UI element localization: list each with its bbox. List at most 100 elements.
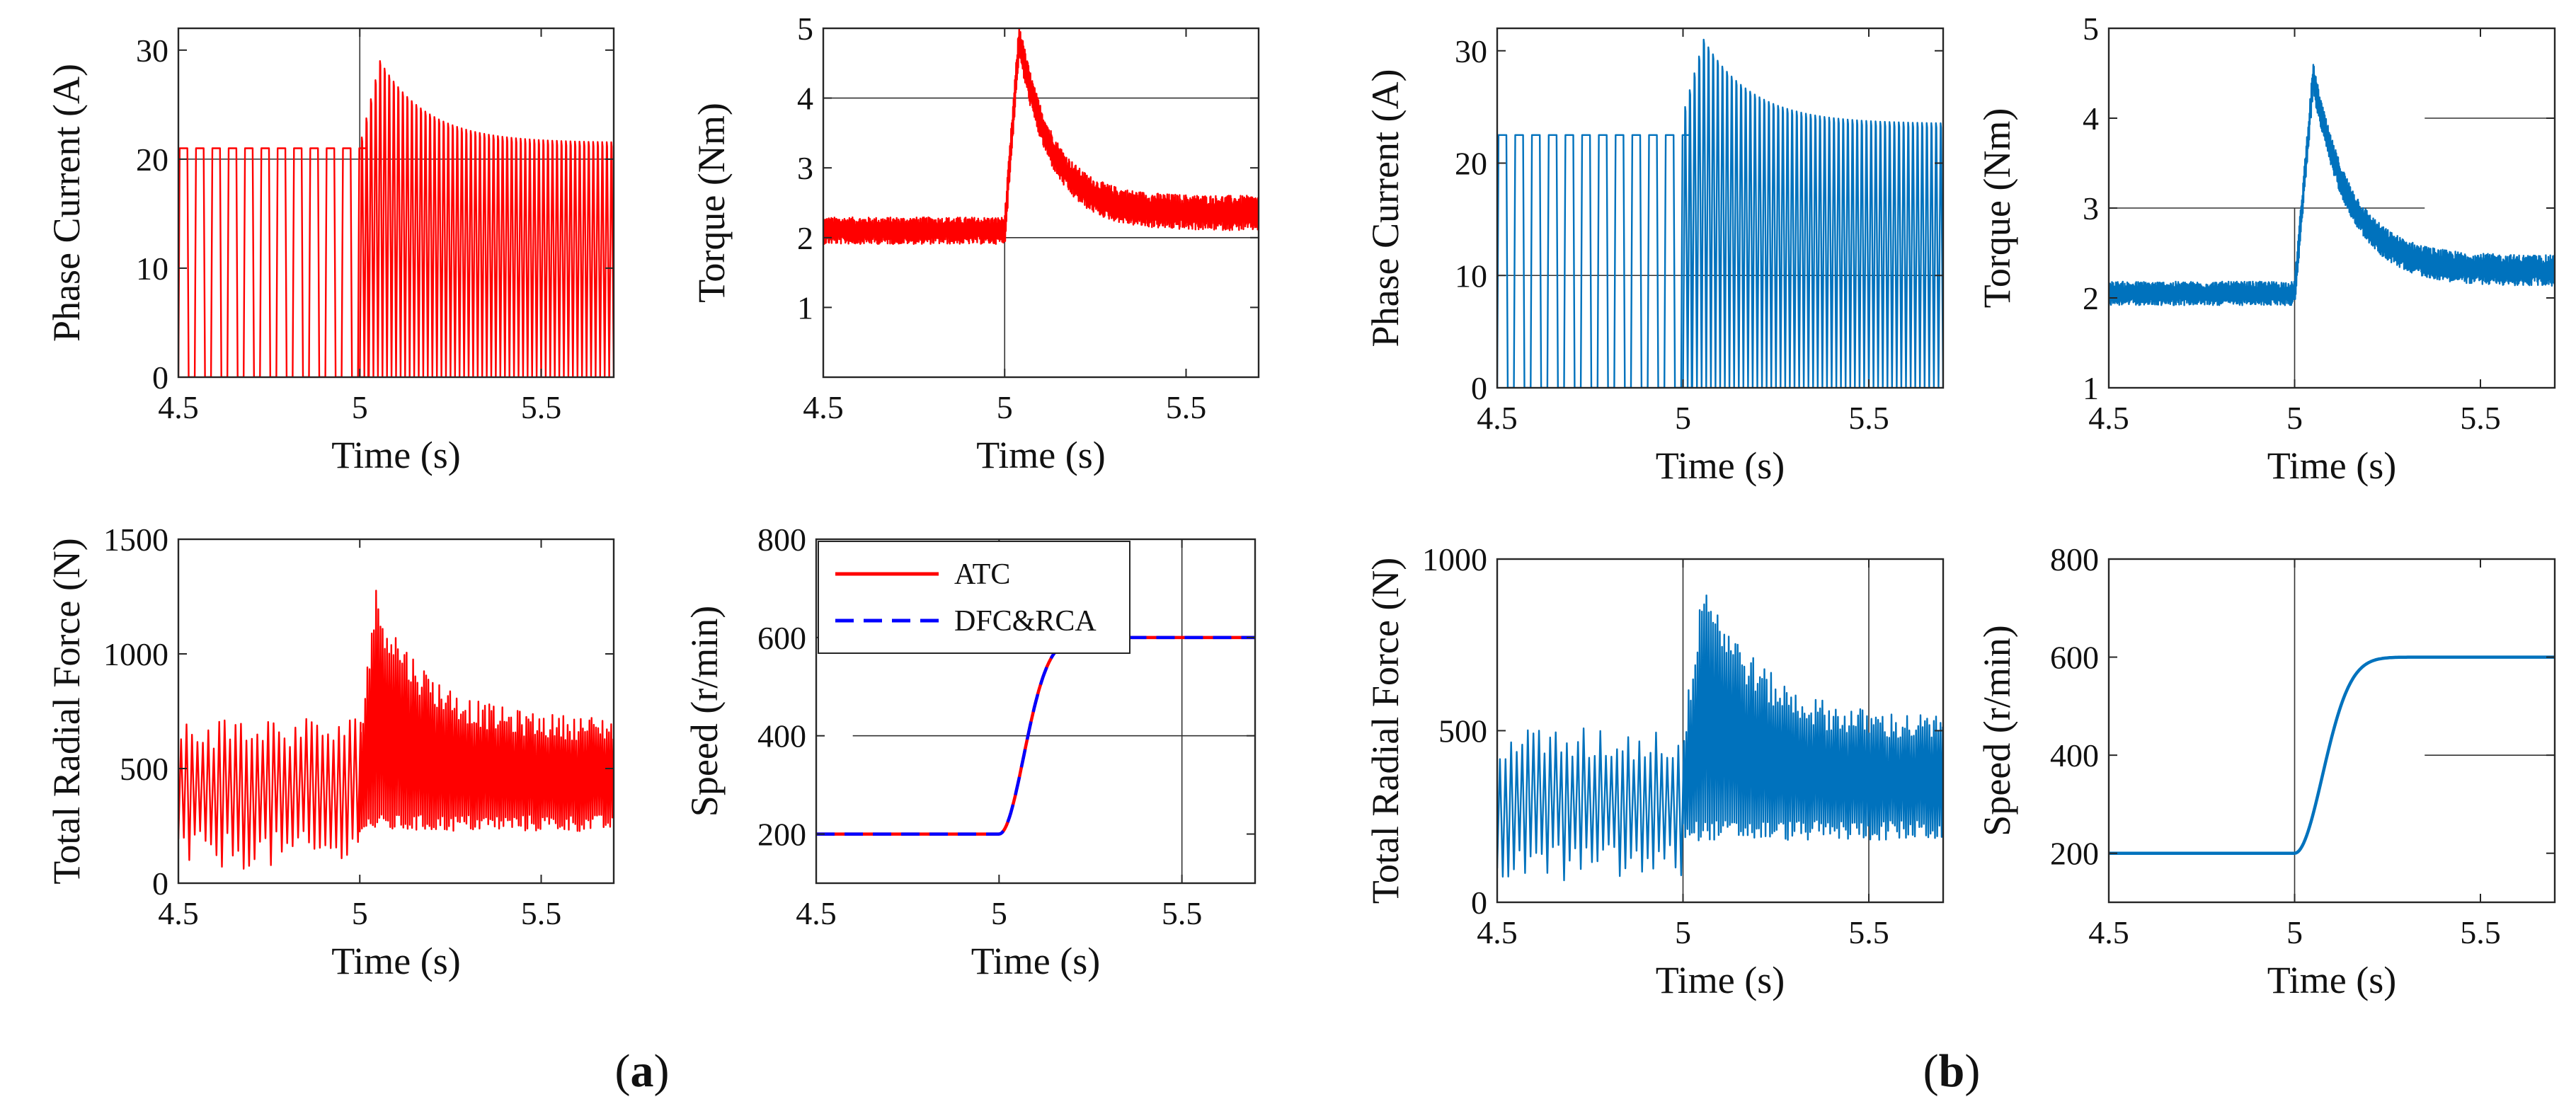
x-tick-label: 5.5 bbox=[1848, 914, 1889, 950]
x-tick-label: 5.5 bbox=[2460, 914, 2501, 950]
y-tick-label: 2 bbox=[797, 220, 813, 256]
y-tick-label: 0 bbox=[152, 865, 168, 902]
y-tick-label: 800 bbox=[757, 522, 806, 558]
x-tick-label: 5 bbox=[2286, 914, 2303, 950]
y-tick-label: 500 bbox=[1438, 713, 1487, 749]
chart-a-speed: 4.5 5 5.5 200 400 600 800 Time (s) Speed (r/min)… bbox=[683, 522, 1256, 982]
y-tick-label: 1500 bbox=[103, 522, 168, 558]
series-line-atc bbox=[823, 28, 1259, 245]
series-line-atc bbox=[178, 60, 614, 377]
x-tick-label: 5 bbox=[2286, 400, 2303, 436]
y-axis-label: Total Radial Force (N) bbox=[45, 538, 88, 885]
y-axis-label: Torque (Nm) bbox=[1976, 108, 2018, 309]
x-tick-label: 5 bbox=[1675, 400, 1691, 436]
x-tick-label: 4.5 bbox=[1477, 914, 1518, 950]
x-axis-label: Time (s) bbox=[2267, 444, 2397, 487]
y-tick-label: 0 bbox=[1471, 885, 1487, 921]
y-tick-label: 600 bbox=[757, 620, 806, 656]
y-tick-label: 10 bbox=[1455, 258, 1487, 294]
y-axis-label: Speed (r/min) bbox=[1976, 625, 2018, 836]
x-tick-label: 5.5 bbox=[2460, 400, 2501, 436]
x-axis-label: Time (s) bbox=[976, 434, 1106, 476]
x-tick-label: 4.5 bbox=[158, 389, 199, 425]
y-tick-label: 200 bbox=[2050, 836, 2099, 872]
x-tick-label: 5 bbox=[991, 895, 1007, 931]
chart-a-torque: 4.5 5 5.5 1 2 3 4 5 Time (s) Torque (Nm) bbox=[690, 11, 1260, 476]
x-tick-label: 5.5 bbox=[521, 389, 562, 425]
legend: ATC DFC&RCA bbox=[818, 541, 1130, 654]
y-tick-label: 10 bbox=[136, 251, 168, 287]
y-tick-label: 1 bbox=[797, 289, 813, 326]
axes-frame bbox=[822, 27, 1260, 379]
y-axis-label: Phase Current (A) bbox=[45, 64, 88, 342]
series-line-dfcrca bbox=[1497, 594, 1943, 882]
chart-b-force: 4.5 5 5.5 0 500 1000 Time (s) Total Radial Forc… bbox=[1364, 541, 1945, 1001]
chart-a-current: 4.5 5 5.5 0 10 20 30 Time (s) Phase Current (A) bbox=[45, 27, 615, 476]
series-line-atc bbox=[178, 589, 614, 870]
y-tick-label: 30 bbox=[136, 33, 168, 69]
y-tick-label: 3 bbox=[2083, 190, 2099, 226]
y-axis-label: Torque (Nm) bbox=[690, 103, 733, 303]
y-tick-label: 3 bbox=[797, 150, 813, 186]
y-tick-label: 600 bbox=[2050, 640, 2099, 676]
y-tick-label: 4 bbox=[2083, 100, 2099, 137]
y-tick-label: 30 bbox=[1455, 33, 1487, 69]
y-tick-label: 0 bbox=[152, 359, 168, 396]
x-tick-label: 5.5 bbox=[1848, 400, 1889, 436]
x-tick-label: 5.5 bbox=[1162, 895, 1203, 931]
y-tick-label: 1000 bbox=[103, 636, 168, 672]
y-tick-label: 800 bbox=[2050, 541, 2099, 577]
panel-label-a: (a) bbox=[615, 1045, 670, 1097]
legend-label: DFC&RCA bbox=[954, 605, 1097, 638]
axes-frame bbox=[177, 27, 615, 379]
y-tick-label: 1000 bbox=[1422, 541, 1487, 577]
y-tick-label: 500 bbox=[120, 751, 168, 787]
x-axis-label: Time (s) bbox=[2267, 959, 2397, 1001]
chart-b-torque: 4.5 5 5.5 1 2 3 4 5 Time (s) Torque (Nm) bbox=[1976, 11, 2556, 487]
x-tick-label: 4.5 bbox=[803, 389, 844, 425]
y-tick-label: 400 bbox=[757, 718, 806, 754]
axes-frame bbox=[2107, 558, 2556, 904]
legend-label: ATC bbox=[954, 558, 1010, 591]
y-tick-label: 4 bbox=[797, 81, 813, 117]
x-tick-label: 4.5 bbox=[2088, 400, 2129, 436]
x-tick-label: 5 bbox=[1675, 914, 1691, 950]
y-tick-label: 5 bbox=[2083, 11, 2099, 47]
chart-a-force: 4.5 5 5.5 0 500 1000 1500 Time (s) Total Radial … bbox=[45, 522, 615, 982]
series-line-dfcrca bbox=[2109, 655, 2555, 855]
x-tick-label: 5.5 bbox=[1166, 389, 1207, 425]
x-tick-label: 4.5 bbox=[796, 895, 837, 931]
y-axis-label: Total Radial Force (N) bbox=[1364, 558, 1407, 904]
x-tick-label: 5.5 bbox=[521, 895, 562, 931]
y-tick-label: 2 bbox=[2083, 280, 2099, 316]
x-axis-label: Time (s) bbox=[331, 434, 461, 476]
chart-b-speed: 4.5 5 5.5 200 400 600 800 Time (s) Speed (r/min) bbox=[1976, 541, 2556, 1001]
y-tick-label: 20 bbox=[136, 142, 168, 178]
x-axis-label: Time (s) bbox=[1656, 444, 1785, 487]
x-tick-label: 5 bbox=[997, 389, 1013, 425]
y-tick-label: 1 bbox=[2083, 370, 2099, 406]
y-tick-label: 200 bbox=[757, 817, 806, 853]
y-axis-label: Speed (r/min) bbox=[683, 606, 726, 817]
series-line-dfcrca bbox=[2109, 64, 2555, 306]
axes-frame bbox=[815, 538, 1256, 885]
chart-b-current: 4.5 5 5.5 0 10 20 30 Time (s) Phase Current (A) bbox=[1364, 27, 1945, 487]
x-tick-label: 4.5 bbox=[2088, 914, 2129, 950]
x-axis-label: Time (s) bbox=[971, 940, 1101, 982]
axes-frame bbox=[1496, 27, 1945, 389]
axes-frame bbox=[177, 538, 615, 885]
x-tick-label: 4.5 bbox=[1477, 400, 1518, 436]
y-tick-label: 5 bbox=[797, 11, 813, 47]
x-axis-label: Time (s) bbox=[1656, 959, 1785, 1001]
x-axis-label: Time (s) bbox=[331, 940, 461, 982]
series-line-dfcrca bbox=[816, 635, 1255, 836]
x-tick-label: 4.5 bbox=[158, 895, 199, 931]
x-tick-label: 5 bbox=[352, 895, 368, 931]
series-line-dfcrca bbox=[1497, 38, 1943, 388]
panel-label-b: (b) bbox=[1923, 1045, 1981, 1097]
y-tick-label: 0 bbox=[1471, 370, 1487, 406]
y-axis-label: Phase Current (A) bbox=[1364, 69, 1407, 347]
y-tick-label: 20 bbox=[1455, 146, 1487, 182]
x-tick-label: 5 bbox=[352, 389, 368, 425]
